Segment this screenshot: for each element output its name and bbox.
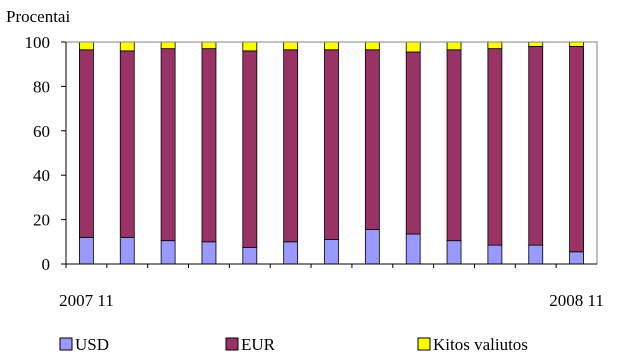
bar-segment-kitos-valiutos <box>201 41 217 50</box>
bar-segment-usd <box>405 233 421 265</box>
bars <box>79 41 584 265</box>
y-tick-label: 0 <box>42 255 51 274</box>
bar-segment-kitos-valiutos <box>160 41 176 50</box>
bar-segment-kitos-valiutos <box>324 41 339 51</box>
bar-segment-usd <box>201 241 217 265</box>
y-tick-label: 20 <box>33 211 50 230</box>
y-tick-label: 40 <box>33 166 50 185</box>
legend-label: USD <box>75 335 109 354</box>
bar-segment-eur <box>405 51 421 235</box>
bar-segment-kitos-valiutos <box>242 41 258 52</box>
bar-segment-kitos-valiutos <box>405 41 421 53</box>
bar-segment-usd <box>119 236 135 265</box>
bar-segment-eur <box>364 49 380 230</box>
bar-segment-usd <box>528 244 544 265</box>
bar-segment-usd <box>487 244 503 265</box>
y-tick-label: 60 <box>33 122 50 141</box>
bar-segment-eur <box>569 46 584 253</box>
x-axis-labels: 2007 11 2008 11 <box>59 291 604 310</box>
bar-segment-kitos-valiutos <box>119 41 135 52</box>
bar-segment-kitos-valiutos <box>569 41 584 47</box>
bar-segment-kitos-valiutos <box>283 41 299 51</box>
axes <box>65 41 598 268</box>
y-tick-label: 80 <box>33 77 50 96</box>
bar-segment-kitos-valiutos <box>79 41 94 51</box>
bar-segment-eur <box>119 50 135 238</box>
legend-swatch <box>417 337 431 351</box>
x-tick-label: 2007 11 <box>59 291 114 310</box>
bar-segment-kitos-valiutos <box>487 41 503 50</box>
bar-segment-usd <box>569 251 584 265</box>
bar-segment-kitos-valiutos <box>528 41 544 47</box>
bar-segment-eur <box>528 46 544 246</box>
bar-segment-eur <box>283 49 299 243</box>
legend: USD EUR Kitos valiutos <box>59 335 528 354</box>
bar-segment-eur <box>160 48 176 242</box>
legend-label: EUR <box>241 335 276 354</box>
bar-segment-eur <box>201 48 217 243</box>
bar-segment-usd <box>160 240 176 265</box>
legend-swatch <box>59 337 73 351</box>
bar-segment-eur <box>446 49 462 242</box>
bar-segment-usd <box>364 229 380 265</box>
bar-segment-eur <box>242 50 258 248</box>
x-tick-label: 2008 11 <box>549 291 604 310</box>
bar-segment-kitos-valiutos <box>446 41 462 51</box>
bar-segment-usd <box>446 240 462 265</box>
bar-segment-eur <box>487 48 503 246</box>
bar-segment-eur <box>79 49 94 238</box>
bar-segment-usd <box>79 236 94 265</box>
bar-segment-eur <box>324 49 339 240</box>
y-axis-ticks: 0 20 40 60 80 100 <box>25 33 66 274</box>
bar-segment-usd <box>283 241 299 265</box>
bar-segment-kitos-valiutos <box>364 41 380 51</box>
bar-segment-usd <box>324 239 339 265</box>
legend-label: Kitos valiutos <box>433 335 528 354</box>
y-axis-title: Procentai <box>6 7 70 26</box>
bar-segment-usd <box>242 246 258 265</box>
y-tick-label: 100 <box>25 33 51 52</box>
legend-swatch <box>225 337 239 351</box>
